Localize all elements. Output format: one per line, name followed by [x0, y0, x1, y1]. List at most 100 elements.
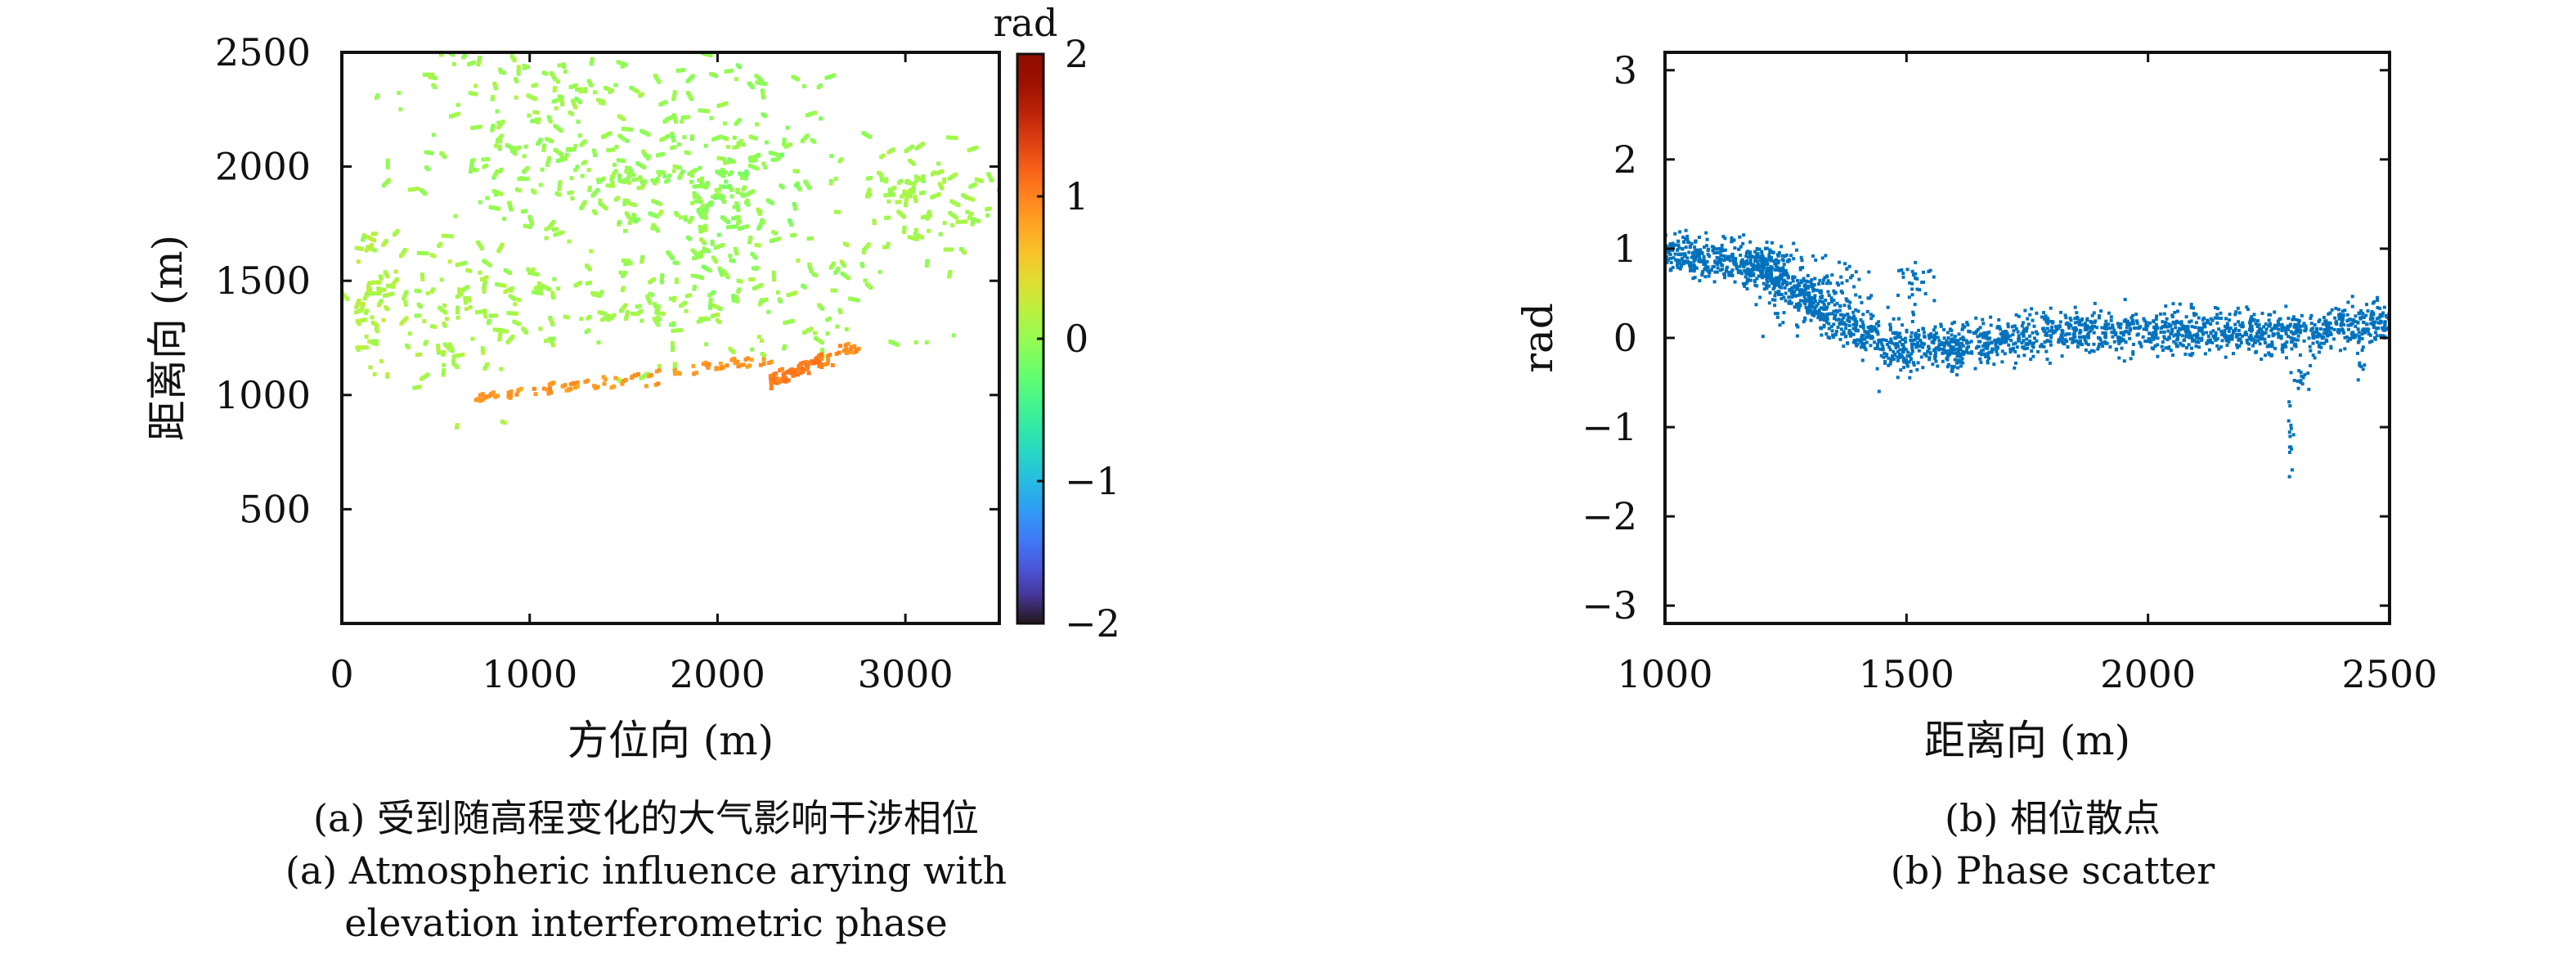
subplot-a-point	[846, 341, 850, 346]
subplot-b-point	[2278, 334, 2281, 338]
subplot-b-point	[1689, 268, 1692, 272]
subplot-b-point	[1831, 333, 1835, 337]
subplot-b-point	[2122, 319, 2126, 323]
subplot-a-point	[750, 155, 755, 160]
subplot-b-point	[1898, 331, 1902, 335]
subplot-a-point	[372, 371, 377, 376]
subplot-b-point	[2245, 332, 2249, 336]
subplot-b-point	[1927, 269, 1931, 273]
subplot-b-point	[2325, 326, 2329, 330]
subplot-b-point	[2170, 331, 2174, 335]
subplot-b-point	[2111, 335, 2115, 339]
subplot-a-point	[588, 81, 593, 86]
subplot-b-point	[2350, 304, 2354, 308]
subplot-a-point	[816, 359, 821, 364]
subplot-b-point	[1909, 357, 1913, 361]
subplot-a-point	[706, 365, 711, 370]
subplot-b-point	[1728, 259, 1732, 263]
subplot-b-point	[1901, 323, 1905, 327]
subplot-a-point	[913, 340, 918, 344]
subplot-a-point	[357, 246, 361, 251]
subplot-a-point	[531, 188, 536, 193]
subplot-b-point	[1684, 236, 1688, 241]
subplot-b-point	[1790, 286, 1794, 290]
subplot-b-point	[1911, 361, 1915, 365]
subplot-a-point	[451, 61, 456, 66]
subplot-a-point	[556, 97, 561, 102]
subplot-a-point	[514, 95, 518, 100]
subplot-b-point	[1748, 250, 1752, 254]
subplot-a-point	[599, 311, 604, 315]
subplot-a-point	[632, 203, 637, 207]
subplot-b-point	[2043, 340, 2047, 344]
subplot-a-point	[985, 207, 990, 212]
subplot-a-point	[415, 187, 420, 191]
subplot-b-point	[1953, 351, 1957, 355]
subplot-a-point	[967, 148, 972, 153]
subplot-a-point	[741, 142, 746, 147]
subplot-b-point	[1885, 353, 1889, 357]
subplot-a-point	[965, 196, 970, 200]
subplot-a-point	[551, 99, 556, 104]
subplot-a-point	[699, 208, 703, 213]
subplot-a-point	[609, 178, 614, 182]
subplot-b-point	[1929, 332, 1933, 336]
subplot-b-point	[1959, 337, 1963, 341]
subplot-b-point	[2341, 313, 2345, 317]
subplot-b-point	[1945, 365, 1950, 369]
subplot-b-point	[1966, 351, 1970, 355]
subplot-b-point	[2053, 330, 2057, 334]
subplot-a-point	[921, 174, 926, 179]
subplot-b-point	[1885, 342, 1889, 346]
subplot-a-point	[719, 184, 724, 189]
subplot-a-point	[754, 243, 759, 247]
subplot-a-point	[613, 162, 617, 167]
subplot-a-point	[817, 353, 822, 358]
subplot-b-point	[2054, 328, 2058, 332]
colorbar-tick-label: −1	[1065, 459, 1120, 503]
subplot-a-point	[807, 262, 812, 267]
subplot-a-point	[718, 307, 723, 311]
subplot-b-point	[1901, 338, 1905, 342]
subplot-b-point	[2111, 326, 2115, 330]
subplot-a-point	[905, 178, 910, 183]
subplot-b-point	[2164, 346, 2168, 350]
subplot-a-point	[731, 259, 736, 263]
subplot-b-point	[1901, 345, 1905, 349]
subplot-a-point	[510, 295, 515, 300]
subplot-b-point	[1994, 342, 1998, 345]
subplot-a-point	[671, 169, 676, 173]
subplot-a-point	[666, 134, 671, 139]
subplot-b-point	[2202, 316, 2206, 320]
subplot-a-point	[760, 218, 765, 223]
subplot-b-point	[1814, 258, 1818, 262]
subplot-a-point	[865, 176, 870, 181]
subplot-b-point	[2359, 365, 2363, 369]
subplot-a-point	[560, 384, 565, 389]
subplot-a-point	[640, 257, 644, 262]
subplot-b-point	[1769, 268, 1773, 272]
subplot-b-point	[2142, 317, 2146, 321]
subplot-a-point	[550, 381, 554, 386]
subplot-b-point	[2277, 323, 2281, 327]
subplot-b-point	[1890, 341, 1894, 345]
subplot-b-point	[2044, 333, 2048, 337]
subplot-b-point	[1817, 282, 1821, 286]
subplot-b-point	[2224, 355, 2228, 359]
subplot-a-point	[385, 293, 389, 298]
subplot-a-point	[671, 345, 675, 350]
subplot-b-point	[1910, 287, 1914, 291]
subplot-a-point	[744, 169, 749, 174]
subplot-a-point	[734, 224, 738, 229]
subplot-b-point	[2298, 325, 2302, 328]
subplot-a-point	[503, 268, 508, 272]
subplot-b-point	[1676, 262, 1680, 266]
subplot-a-point	[754, 285, 759, 290]
subplot-b-point	[2290, 340, 2293, 344]
subplot-b-point	[1685, 261, 1690, 265]
subplot-a-point	[552, 88, 557, 92]
subplot-a-point	[442, 368, 447, 372]
subplot-a-point	[499, 133, 504, 138]
subplot-a-point	[606, 148, 611, 153]
subplot-b-point	[1803, 283, 1807, 287]
